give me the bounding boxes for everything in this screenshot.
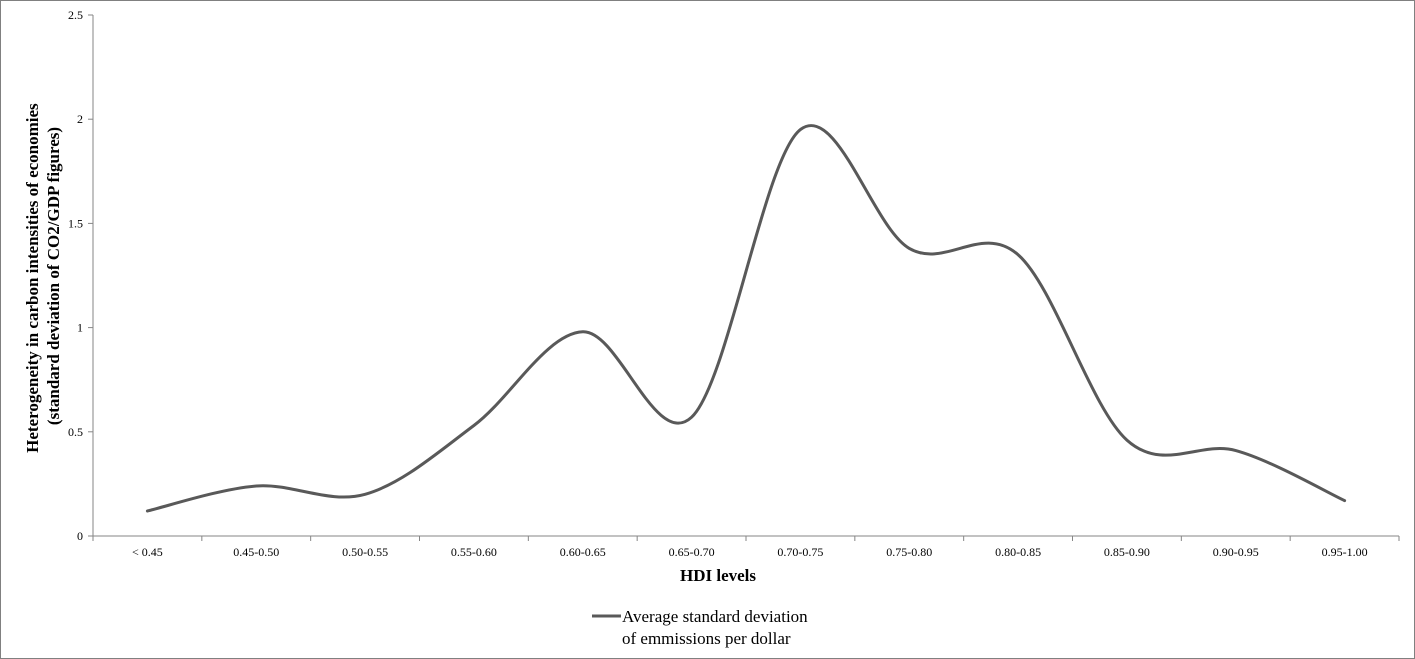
y-axis-title: Heterogeneity in carbon intensities of e… bbox=[23, 99, 63, 453]
y-axis: 0 0.5 1 1.5 2 2.5 bbox=[68, 8, 94, 543]
series-line bbox=[145, 124, 1347, 513]
x-axis: < 0.45 0.45-0.50 0.50-0.55 0.55-0.60 0.60-0.… bbox=[92, 535, 1400, 559]
y-tick-label: 0.5 bbox=[68, 425, 83, 439]
y-axis-title-line-1: Heterogeneity in carbon intensities of e… bbox=[23, 103, 42, 453]
y-tick-label: 2 bbox=[77, 112, 83, 126]
x-axis-title: HDI levels bbox=[680, 566, 756, 585]
x-tick-label: 0.60-0.65 bbox=[560, 545, 606, 559]
y-tick-label: 2.5 bbox=[68, 8, 83, 22]
y-axis-title-line-2: (standard deviation of CO2/GDP figures) bbox=[44, 127, 63, 425]
x-tick-label: 0.90-0.95 bbox=[1213, 545, 1259, 559]
x-tick-label: 0.75-0.80 bbox=[886, 545, 932, 559]
x-tick-label: 0.95-1.00 bbox=[1322, 545, 1368, 559]
y-tick-label: 1 bbox=[77, 321, 83, 335]
x-tick-label: < 0.45 bbox=[132, 545, 163, 559]
y-tick-label: 0 bbox=[77, 529, 83, 543]
x-tick-label: 0.80-0.85 bbox=[995, 545, 1041, 559]
series-area bbox=[145, 124, 1347, 513]
y-tick-label: 1.5 bbox=[68, 216, 83, 230]
x-tick-label: 0.45-0.50 bbox=[233, 545, 279, 559]
x-tick-label: 0.50-0.55 bbox=[342, 545, 388, 559]
x-tick-label: 0.70-0.75 bbox=[777, 545, 823, 559]
legend: Average standard deviation of emmissions… bbox=[592, 607, 808, 648]
x-tick-label: 0.85-0.90 bbox=[1104, 545, 1150, 559]
legend-label-line-1: Average standard deviation bbox=[622, 607, 808, 626]
x-tick-label: 0.65-0.70 bbox=[669, 545, 715, 559]
legend-label-line-2: of emmissions per dollar bbox=[622, 629, 791, 648]
x-tick-label: 0.55-0.60 bbox=[451, 545, 497, 559]
